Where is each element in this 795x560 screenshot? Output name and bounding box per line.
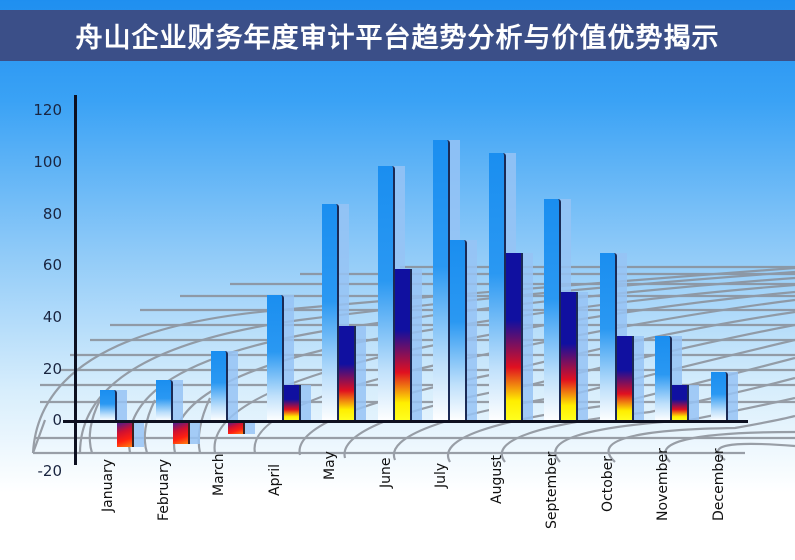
bar-series1-october bbox=[599, 253, 617, 421]
bar-series1-august bbox=[488, 152, 506, 421]
bar-series2-may-shadow bbox=[354, 325, 366, 421]
title-bar: 舟山企业财务年度审计平台趋势分析与价值优势揭示 bbox=[0, 10, 795, 61]
x-label-february: February bbox=[155, 458, 172, 521]
bar-series1-january-shadow bbox=[115, 390, 127, 421]
x-label-january: January bbox=[100, 459, 116, 513]
bar-series2-may bbox=[339, 325, 356, 421]
x-label-november: November bbox=[655, 447, 671, 521]
bar-series2-march bbox=[228, 421, 245, 434]
bar-series2-april-shadow bbox=[298, 384, 311, 421]
y-tick-80: 80 bbox=[42, 205, 62, 223]
x-label-august: August bbox=[488, 455, 505, 505]
x-label-december: December bbox=[710, 447, 727, 521]
bar-series2-march-shadow bbox=[243, 421, 255, 434]
bar-series1-march bbox=[211, 351, 228, 421]
y-tick-120: 120 bbox=[33, 101, 62, 119]
bar-series2-august bbox=[505, 253, 523, 421]
x-label-march: March bbox=[211, 453, 227, 496]
bar-series2-september-shadow bbox=[576, 292, 588, 421]
bar-series1-march-shadow bbox=[226, 351, 238, 421]
bar-series2-october-shadow bbox=[631, 335, 644, 421]
y-tick-100: 100 bbox=[33, 153, 62, 171]
x-label-july: July bbox=[433, 462, 449, 488]
bar-series2-july-shadow bbox=[465, 240, 477, 421]
x-label-september: September bbox=[544, 451, 560, 529]
chart-title: 舟山企业财务年度审计平台趋势分析与价值优势揭示 bbox=[75, 23, 720, 54]
bar-series1-december bbox=[710, 371, 728, 421]
y-axis-line bbox=[74, 95, 77, 465]
bar-series1-february-shadow bbox=[170, 379, 183, 421]
bar-series2-july bbox=[450, 240, 467, 421]
bar-series2-february-shadow bbox=[187, 421, 200, 445]
bar-series2-october bbox=[616, 335, 634, 421]
bar-series1-september bbox=[544, 199, 561, 421]
bar-series1-april bbox=[266, 294, 284, 421]
x-label-may: May bbox=[322, 450, 338, 480]
bar-series1-february bbox=[155, 379, 173, 421]
x-label-april: April bbox=[266, 464, 283, 496]
bar-series2-november bbox=[672, 384, 689, 421]
bar-series1-december-shadow bbox=[725, 371, 738, 421]
bar-series2-september bbox=[561, 292, 578, 421]
bar-series1-november bbox=[655, 335, 672, 421]
bar-series2-june bbox=[394, 268, 412, 421]
bar-series2-april bbox=[283, 384, 301, 421]
bar-series2-november-shadow bbox=[687, 384, 699, 421]
bar-series2-january-shadow bbox=[132, 421, 144, 447]
bar-series2-february bbox=[172, 421, 190, 445]
bar-series1-may bbox=[322, 204, 339, 421]
x-label-june: June bbox=[377, 457, 394, 488]
y-tick-0: 0 bbox=[52, 411, 62, 429]
bar-series2-august-shadow bbox=[520, 253, 533, 421]
y-tick-20: 20 bbox=[42, 360, 62, 378]
bar-series1-january bbox=[100, 390, 117, 421]
zero-baseline bbox=[63, 420, 748, 423]
y-tick-60: 60 bbox=[42, 256, 62, 274]
y-tick-40: 40 bbox=[42, 308, 62, 326]
x-label-october: October bbox=[599, 456, 616, 513]
y-tick-neg20: -20 bbox=[37, 462, 63, 480]
bar-series1-june bbox=[377, 165, 395, 421]
bar-series2-june-shadow bbox=[409, 268, 422, 421]
bar-series2-january bbox=[117, 421, 134, 447]
bar-series1-july bbox=[433, 139, 450, 421]
